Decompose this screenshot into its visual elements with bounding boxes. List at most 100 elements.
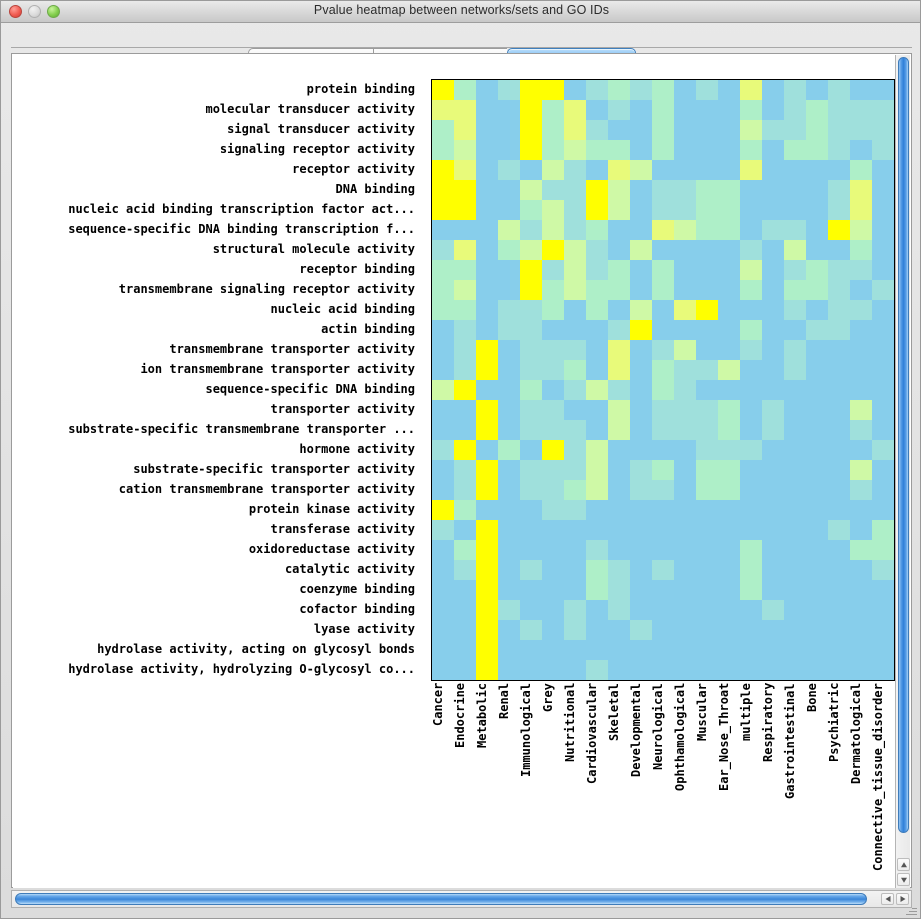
heatmap-cell[interactable] (740, 440, 762, 460)
heatmap-cell[interactable] (696, 280, 718, 300)
heatmap-cell[interactable] (762, 520, 784, 540)
heatmap-cell[interactable] (872, 340, 894, 360)
heatmap-cell[interactable] (432, 80, 454, 100)
heatmap-cell[interactable] (520, 600, 542, 620)
heatmap-cell[interactable] (872, 100, 894, 120)
heatmap-cell[interactable] (674, 500, 696, 520)
heatmap-cell[interactable] (718, 260, 740, 280)
heatmap-cell[interactable] (586, 520, 608, 540)
heatmap-cell[interactable] (740, 180, 762, 200)
heatmap-cell[interactable] (586, 400, 608, 420)
heatmap-cell[interactable] (828, 260, 850, 280)
heatmap-cell[interactable] (454, 320, 476, 340)
heatmap-cell[interactable] (828, 460, 850, 480)
heatmap-cell[interactable] (806, 240, 828, 260)
heatmap-cell[interactable] (674, 660, 696, 680)
heatmap-cell[interactable] (828, 440, 850, 460)
heatmap-cell[interactable] (696, 520, 718, 540)
heatmap-cell[interactable] (718, 560, 740, 580)
heatmap-cell[interactable] (476, 660, 498, 680)
heatmap-cell[interactable] (498, 380, 520, 400)
heatmap-cell[interactable] (806, 400, 828, 420)
heatmap-cell[interactable] (784, 340, 806, 360)
heatmap-cell[interactable] (696, 420, 718, 440)
heatmap-cell[interactable] (630, 320, 652, 340)
heatmap-cell[interactable] (454, 400, 476, 420)
heatmap-cell[interactable] (674, 420, 696, 440)
heatmap-cell[interactable] (806, 440, 828, 460)
heatmap-cell[interactable] (850, 260, 872, 280)
heatmap-cell[interactable] (784, 160, 806, 180)
scroll-right-button[interactable] (896, 893, 909, 905)
heatmap-cell[interactable] (630, 600, 652, 620)
heatmap-cell[interactable] (784, 440, 806, 460)
heatmap-cell[interactable] (608, 640, 630, 660)
heatmap-cell[interactable] (586, 340, 608, 360)
heatmap-cell[interactable] (652, 540, 674, 560)
heatmap-cell[interactable] (652, 320, 674, 340)
heatmap-cell[interactable] (872, 440, 894, 460)
heatmap-cell[interactable] (564, 320, 586, 340)
heatmap-cell[interactable] (872, 380, 894, 400)
heatmap-cell[interactable] (762, 620, 784, 640)
heatmap-cell[interactable] (828, 340, 850, 360)
heatmap-cell[interactable] (454, 380, 476, 400)
heatmap-cell[interactable] (762, 120, 784, 140)
heatmap-cell[interactable] (564, 280, 586, 300)
heatmap-cell[interactable] (674, 160, 696, 180)
heatmap-cell[interactable] (828, 320, 850, 340)
heatmap-cell[interactable] (872, 600, 894, 620)
heatmap-cell[interactable] (564, 200, 586, 220)
heatmap-cell[interactable] (520, 500, 542, 520)
heatmap-cell[interactable] (630, 580, 652, 600)
heatmap-cell[interactable] (762, 440, 784, 460)
heatmap-cell[interactable] (740, 400, 762, 420)
heatmap-cell[interactable] (828, 600, 850, 620)
heatmap-cell[interactable] (432, 660, 454, 680)
heatmap-cell[interactable] (498, 440, 520, 460)
heatmap-cell[interactable] (520, 480, 542, 500)
heatmap-cell[interactable] (608, 660, 630, 680)
heatmap-cell[interactable] (476, 520, 498, 540)
heatmap-cell[interactable] (432, 580, 454, 600)
heatmap-cell[interactable] (564, 420, 586, 440)
heatmap-cell[interactable] (762, 400, 784, 420)
heatmap-cell[interactable] (630, 500, 652, 520)
heatmap-cell[interactable] (564, 620, 586, 640)
heatmap-cell[interactable] (740, 300, 762, 320)
heatmap-cell[interactable] (806, 620, 828, 640)
heatmap-cell[interactable] (652, 520, 674, 540)
heatmap-cell[interactable] (652, 140, 674, 160)
heatmap-cell[interactable] (542, 640, 564, 660)
heatmap-cell[interactable] (850, 480, 872, 500)
heatmap-cell[interactable] (850, 500, 872, 520)
heatmap-cell[interactable] (652, 500, 674, 520)
heatmap-cell[interactable] (696, 260, 718, 280)
heatmap-cell[interactable] (454, 480, 476, 500)
heatmap-cell[interactable] (564, 380, 586, 400)
heatmap-cell[interactable] (718, 440, 740, 460)
heatmap-cell[interactable] (718, 380, 740, 400)
heatmap-cell[interactable] (608, 160, 630, 180)
heatmap-cell[interactable] (630, 300, 652, 320)
heatmap-cell[interactable] (520, 640, 542, 660)
heatmap-cell[interactable] (630, 280, 652, 300)
heatmap-cell[interactable] (784, 100, 806, 120)
heatmap-cell[interactable] (432, 360, 454, 380)
heatmap-cell[interactable] (872, 400, 894, 420)
heatmap-cell[interactable] (872, 240, 894, 260)
heatmap-cell[interactable] (542, 600, 564, 620)
heatmap-cell[interactable] (586, 180, 608, 200)
heatmap-cell[interactable] (872, 360, 894, 380)
heatmap-cell[interactable] (542, 660, 564, 680)
heatmap-cell[interactable] (608, 360, 630, 380)
heatmap-cell[interactable] (586, 560, 608, 580)
heatmap-cell[interactable] (608, 560, 630, 580)
heatmap-cell[interactable] (696, 160, 718, 180)
heatmap-cell[interactable] (542, 520, 564, 540)
heatmap-cell[interactable] (872, 140, 894, 160)
heatmap-cell[interactable] (520, 660, 542, 680)
heatmap-cell[interactable] (850, 360, 872, 380)
heatmap-cell[interactable] (718, 240, 740, 260)
heatmap-cell[interactable] (740, 540, 762, 560)
